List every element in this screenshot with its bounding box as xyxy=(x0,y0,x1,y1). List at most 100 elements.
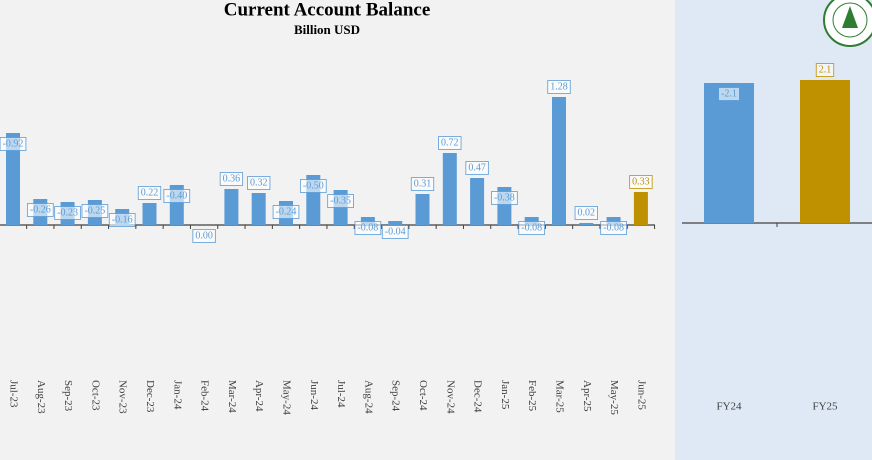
bar xyxy=(415,194,430,225)
value-label: -0.16 xyxy=(112,214,133,225)
value-label: -0.24 xyxy=(276,206,297,217)
value-label: 0.02 xyxy=(578,207,596,218)
bar xyxy=(442,153,457,225)
x-tick-label: Nov-24 xyxy=(444,380,456,414)
left-panel xyxy=(0,0,675,460)
value-label: -0.04 xyxy=(385,226,406,237)
value-label: 0.31 xyxy=(414,178,432,189)
value-label: -0.35 xyxy=(330,195,351,206)
bar xyxy=(633,192,648,225)
value-label-box xyxy=(299,179,327,193)
bar xyxy=(388,221,403,225)
value-label-box xyxy=(629,175,653,189)
bar xyxy=(470,178,485,225)
value-label-box xyxy=(54,206,81,220)
value-label-box xyxy=(465,161,489,175)
bar xyxy=(524,217,539,225)
value-label: 0.47 xyxy=(468,162,486,173)
bar xyxy=(579,223,594,225)
bar xyxy=(6,133,20,225)
value-label: 0.33 xyxy=(632,176,650,187)
value-label: 0.32 xyxy=(250,177,268,188)
x-tick-label: Apr-24 xyxy=(253,380,265,412)
x-tick-label: Dec-24 xyxy=(472,380,484,413)
bar xyxy=(606,217,621,225)
x-tick-label: Nov-23 xyxy=(117,380,129,414)
bar xyxy=(704,83,754,223)
value-label-box xyxy=(327,194,354,208)
x-tick-label: Feb-25 xyxy=(526,380,538,412)
x-tick-label: Jan-25 xyxy=(499,380,511,410)
chart-title: Current Account Balance xyxy=(224,0,431,20)
value-label-box xyxy=(0,137,27,151)
x-tick-label: FY24 xyxy=(716,401,742,413)
value-label: -0.08 xyxy=(521,222,542,233)
chart-subtitle: Billion USD xyxy=(294,22,360,37)
value-label-box xyxy=(547,80,571,94)
x-tick-label: Jul-23 xyxy=(7,380,19,408)
logo xyxy=(823,0,872,47)
value-label: -2.1 xyxy=(721,88,737,99)
bar xyxy=(224,189,239,225)
value-label-box xyxy=(518,221,546,235)
x-tick-label: May-24 xyxy=(280,380,292,415)
bar xyxy=(251,193,266,225)
bar xyxy=(552,97,566,225)
value-label-box xyxy=(438,136,462,150)
value-label: -0.08 xyxy=(357,222,378,233)
value-label-box xyxy=(381,225,409,239)
x-tick-label: May-25 xyxy=(608,380,620,415)
x-tick-label: Jun-25 xyxy=(635,380,647,410)
value-label: -0.40 xyxy=(166,190,187,201)
value-label: 0.22 xyxy=(141,187,159,198)
value-label: -0.26 xyxy=(30,204,51,215)
value-label: -0.92 xyxy=(3,138,24,149)
bar xyxy=(360,217,375,225)
value-label-box xyxy=(137,186,162,200)
x-tick-label: Jan-24 xyxy=(171,380,183,410)
value-label-box xyxy=(410,177,435,191)
value-label: -0.50 xyxy=(303,180,324,191)
value-label: -0.08 xyxy=(603,222,624,233)
right-panel xyxy=(675,0,872,460)
bar xyxy=(800,80,850,223)
value-label-box xyxy=(192,229,216,243)
x-tick-label: Dec-23 xyxy=(144,380,156,413)
x-tick-label: Oct-24 xyxy=(417,380,429,411)
x-tick-label: Aug-23 xyxy=(35,380,47,414)
value-label-box xyxy=(718,87,740,101)
value-label-box xyxy=(108,213,136,227)
x-tick-label: Sep-23 xyxy=(62,380,74,412)
value-label-box xyxy=(491,191,518,205)
x-tick-label: Jun-24 xyxy=(308,380,320,410)
x-tick-label: Mar-24 xyxy=(226,380,238,413)
value-label: -0.38 xyxy=(494,192,515,203)
value-label: 1.28 xyxy=(550,81,568,92)
value-label-box xyxy=(574,206,598,220)
value-label-box xyxy=(81,204,109,218)
value-label: -0.23 xyxy=(57,207,78,218)
x-tick-label: FY25 xyxy=(812,401,838,413)
value-label-box xyxy=(600,221,627,235)
x-tick-label: Oct-23 xyxy=(89,380,101,411)
bar xyxy=(142,203,157,225)
value-label: 0.72 xyxy=(441,137,459,148)
value-label-box xyxy=(163,189,191,203)
value-label: 0.00 xyxy=(195,230,213,241)
value-label-box xyxy=(247,176,271,190)
value-label-box xyxy=(219,172,244,186)
x-tick-label: Apr-25 xyxy=(581,380,593,412)
value-label-box xyxy=(354,221,382,235)
x-tick-label: Feb-24 xyxy=(199,380,211,412)
value-label-box xyxy=(815,63,835,77)
value-label-box xyxy=(272,205,300,219)
value-label-box xyxy=(26,203,54,217)
x-tick-label: Mar-25 xyxy=(553,380,565,413)
value-label: 2.1 xyxy=(819,64,832,75)
x-tick-label: Jul-24 xyxy=(335,380,347,408)
value-label: 0.36 xyxy=(223,173,241,184)
x-tick-label: Sep-24 xyxy=(390,380,402,412)
x-tick-label: Aug-24 xyxy=(362,380,374,414)
value-label: -0.25 xyxy=(84,205,105,216)
